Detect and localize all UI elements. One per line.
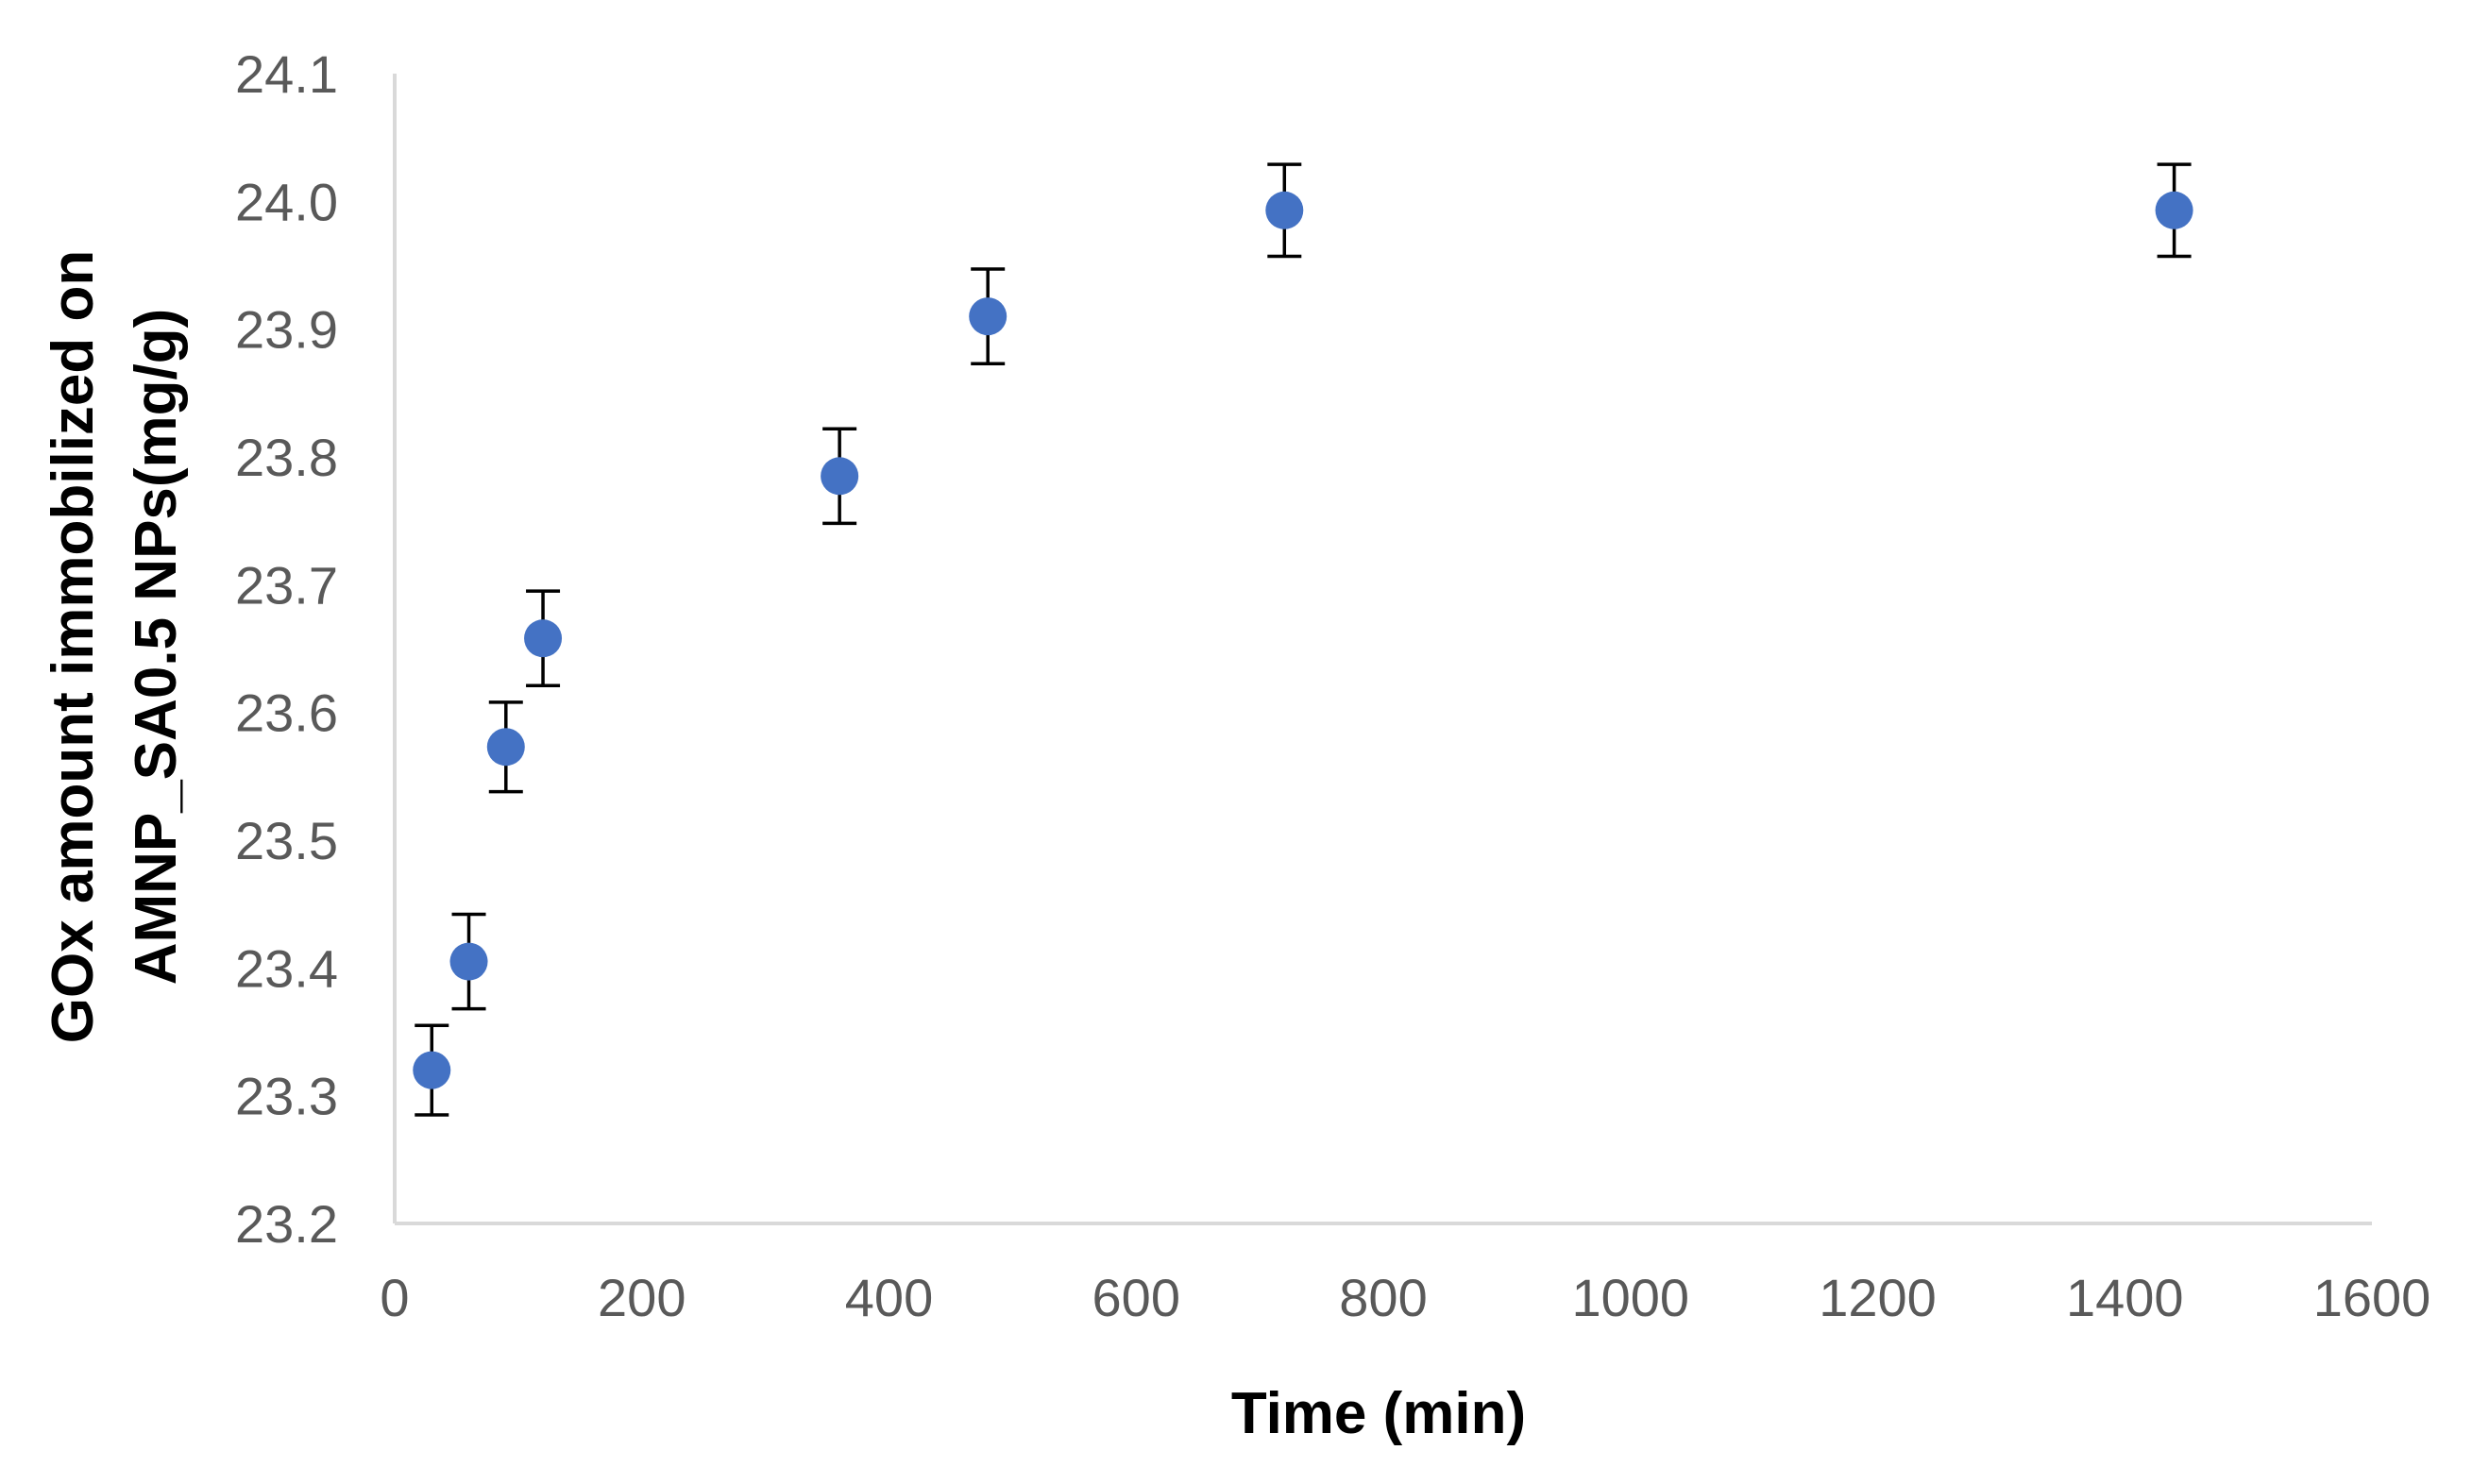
axes: [393, 74, 2372, 1225]
x-tick-label: 1000: [1571, 1268, 1689, 1327]
y-tick-label: 23.9: [235, 300, 338, 360]
x-tick-label: 1600: [2313, 1268, 2431, 1327]
y-tick-label: 23.3: [235, 1067, 338, 1126]
x-tick-label: 0: [380, 1268, 409, 1327]
data-points: [413, 191, 2193, 1089]
y-tick-label: 23.6: [235, 683, 338, 743]
y-tick-label: 23.2: [235, 1194, 338, 1254]
y-axis-title-line-1: GOx amount immobilized on: [41, 250, 106, 1043]
x-tick-label: 1400: [2066, 1268, 2184, 1327]
data-point: [449, 942, 488, 981]
error-bars: [415, 162, 2192, 1117]
data-point: [821, 457, 859, 496]
x-tick-label: 600: [1092, 1268, 1180, 1327]
data-point: [1265, 191, 1304, 229]
x-tick-label: 200: [598, 1268, 686, 1327]
y-tick-label: 23.4: [235, 938, 338, 998]
y-tick-label: 24.1: [235, 44, 338, 104]
data-point: [486, 728, 525, 767]
x-axis-title: Time (min): [1231, 1381, 1526, 1446]
y-tick-label: 23.8: [235, 428, 338, 487]
x-tick-label: 400: [845, 1268, 933, 1327]
y-axis-title: GOx amount immobilized on AMNP_SA0.5 NPs…: [41, 250, 189, 1043]
data-point: [969, 297, 1007, 336]
data-point: [2155, 191, 2193, 229]
y-axis-title-line-2: AMNP_SA0.5 NPs(mg/g): [124, 309, 189, 986]
x-tick-label: 800: [1339, 1268, 1427, 1327]
y-tick-label: 23.5: [235, 811, 338, 870]
y-tick-label: 24.0: [235, 172, 338, 231]
x-tick-label: 1200: [1819, 1268, 1937, 1327]
tick-labels: 23.2 23.3 23.4 23.5 23.6 23.7 23.8 23.9 24.0 24.1…: [235, 44, 2430, 1327]
data-point: [413, 1051, 451, 1089]
axis-titles: Time (min) GOx amount immobilized on AMN…: [41, 250, 1526, 1446]
data-point: [524, 619, 563, 658]
y-tick-label: 23.7: [235, 555, 338, 615]
